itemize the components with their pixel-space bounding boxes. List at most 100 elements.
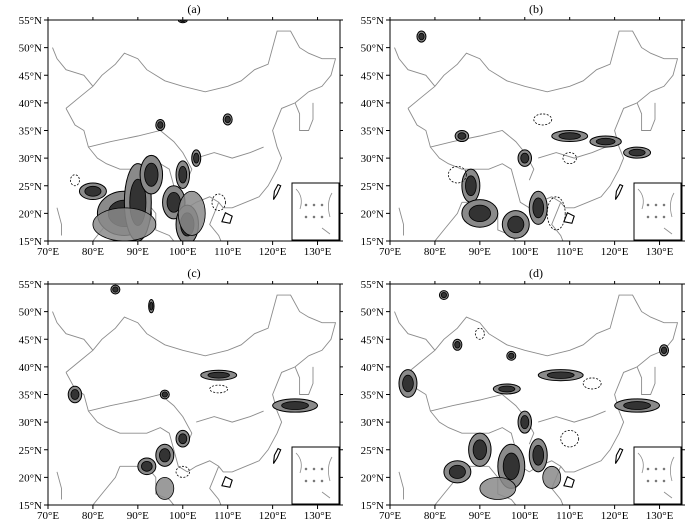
x-tick-label: 110°E — [214, 246, 241, 258]
boundary-line — [538, 410, 606, 423]
x-tick-label: 90°E — [469, 510, 491, 522]
shaded-core — [281, 401, 309, 410]
x-tick-label: 110°E — [556, 246, 583, 258]
shaded-region — [479, 476, 517, 500]
shaded-core — [623, 401, 651, 410]
contour-line — [546, 196, 566, 231]
y-tick-label: 20°N — [19, 208, 42, 220]
y-tick-label: 55°N — [19, 279, 42, 291]
boundary-line — [196, 410, 264, 423]
shaded-core — [558, 132, 581, 140]
x-tick-label: 70°E — [379, 510, 401, 522]
boundary-line — [218, 355, 309, 473]
boundary-line — [560, 91, 651, 209]
island-outline — [221, 476, 233, 488]
boundary-line — [88, 394, 193, 445]
y-tick-label: 45°N — [19, 334, 42, 346]
boundary-line — [398, 471, 404, 500]
y-tick-label: 50°N — [19, 43, 42, 55]
shaded-core — [141, 460, 153, 472]
boundary-line — [196, 146, 264, 159]
shaded-core — [402, 374, 414, 393]
panel-label: (c) — [187, 266, 200, 280]
boundary-line — [407, 294, 679, 373]
shaded-core — [532, 444, 545, 466]
boundary-line — [218, 91, 309, 209]
y-tick-label: 45°N — [361, 70, 384, 82]
shaded-core — [207, 371, 230, 379]
map-panel: 70°E 80°E 90°E 100°E 110°E 120°E 130°E 15°N 20°N… — [361, 266, 685, 522]
boundary-line — [52, 47, 94, 87]
shaded-core — [454, 341, 461, 349]
x-tick-label: 90°E — [127, 510, 149, 522]
y-tick-label: 20°N — [361, 472, 384, 484]
boundary-line — [65, 294, 337, 373]
boundary-line — [65, 30, 337, 109]
y-tick-label: 15°N — [361, 500, 384, 512]
map-panel: 70°E 80°E 90°E 100°E 110°E 120°E 130°E 15°N 20°N… — [19, 266, 343, 522]
shaded-core — [498, 385, 516, 393]
x-tick-label: 130°E — [646, 510, 674, 522]
shaded-core — [507, 215, 525, 234]
shaded-core — [224, 115, 231, 124]
shaded-core — [70, 389, 80, 400]
map-panel: 70°E 80°E 90°E 100°E 110°E 120°E 130°E 15°N 20°N… — [361, 2, 685, 258]
shaded-core — [628, 148, 646, 157]
boundary-line — [560, 355, 651, 473]
x-tick-label: 110°E — [556, 510, 583, 522]
island-outline — [614, 183, 624, 200]
shaded-region — [177, 190, 206, 236]
x-tick-label: 100°E — [511, 246, 539, 258]
boundary-line — [52, 311, 94, 351]
x-tick-label: 100°E — [169, 246, 197, 258]
y-tick-label: 40°N — [361, 362, 384, 374]
y-tick-label: 35°N — [19, 390, 42, 402]
boundary-line — [394, 47, 436, 87]
y-tick-label: 40°N — [19, 98, 42, 110]
map-content — [394, 30, 679, 241]
y-tick-label: 30°N — [19, 153, 42, 165]
contour-line — [533, 113, 553, 126]
boundary-line — [92, 466, 121, 505]
contour-line — [562, 152, 577, 165]
shaded-core — [508, 352, 515, 359]
y-tick-label: 55°N — [19, 15, 42, 27]
contour-line — [560, 430, 580, 448]
boundary-line — [538, 146, 606, 159]
x-tick-label: 120°E — [601, 510, 629, 522]
contour-line — [474, 327, 485, 340]
y-tick-label: 25°N — [361, 181, 384, 193]
boundary-line — [636, 366, 656, 395]
y-tick-label: 30°N — [361, 417, 384, 429]
y-tick-label: 30°N — [19, 417, 42, 429]
y-tick-label: 25°N — [361, 445, 384, 457]
shaded-core — [178, 166, 188, 184]
x-tick-label: 130°E — [304, 510, 332, 522]
shaded-core — [144, 162, 159, 187]
y-tick-label: 35°N — [19, 126, 42, 138]
x-tick-label: 120°E — [259, 510, 287, 522]
boundary-line — [394, 311, 436, 351]
contour-line — [447, 166, 467, 184]
island-outline — [563, 476, 575, 488]
boundary-line — [88, 130, 193, 181]
boundary-line — [430, 394, 535, 445]
y-tick-label: 45°N — [361, 334, 384, 346]
shaded-core — [157, 121, 164, 129]
shaded-region — [92, 207, 157, 241]
inset-map — [633, 182, 682, 241]
panel-label: (d) — [529, 266, 543, 280]
shaded-core — [468, 204, 492, 223]
shaded-region — [155, 476, 175, 500]
shaded-core — [520, 415, 530, 430]
y-tick-label: 50°N — [361, 43, 384, 55]
boundary-line — [407, 372, 561, 473]
y-tick-label: 50°N — [19, 307, 42, 319]
x-tick-label: 120°E — [259, 246, 287, 258]
inset-map — [291, 182, 340, 241]
shaded-region — [542, 465, 562, 489]
boundary-line — [209, 202, 222, 241]
map-content — [394, 290, 679, 505]
contour-line — [582, 377, 602, 390]
shaded-core — [660, 346, 668, 355]
